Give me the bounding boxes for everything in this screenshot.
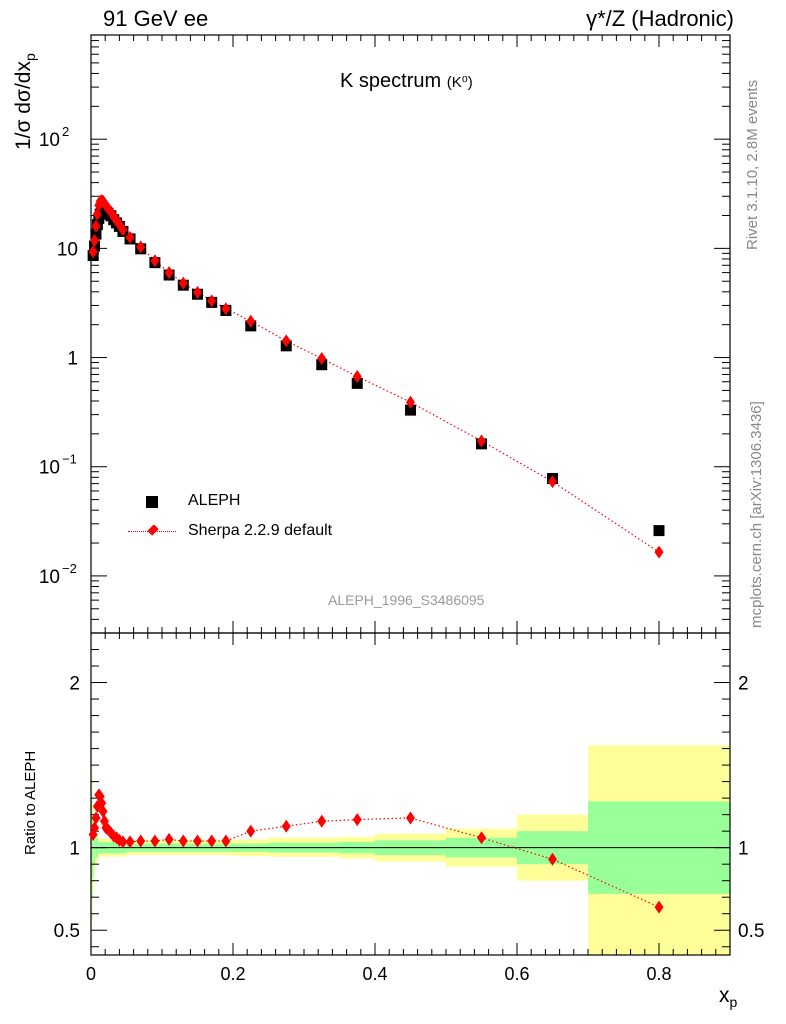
sherpa-point bbox=[406, 395, 415, 409]
ratio-sherpa-point bbox=[477, 831, 486, 845]
ratio-sherpa-point bbox=[281, 819, 291, 833]
ratio-sherpa-point bbox=[406, 811, 415, 825]
ratio-sherpa-point bbox=[178, 834, 188, 848]
plot-title: K spectrum (K⁰) bbox=[340, 70, 473, 93]
y-tick-label: 10 bbox=[39, 567, 60, 588]
ratio-panel: 0 0.2 0.4 0.6 0.8 0.5 0.5 1 1 2 2 bbox=[54, 632, 764, 984]
y-tick-label: 2 bbox=[69, 674, 80, 695]
top-panel-frame bbox=[90, 34, 731, 634]
sherpa-point bbox=[207, 294, 217, 308]
ratio-sherpa-point bbox=[654, 900, 664, 914]
y-tick-label-right: 1 bbox=[738, 839, 749, 860]
sherpa-point bbox=[193, 285, 202, 299]
ratio-sherpa-point bbox=[207, 834, 217, 848]
y-tick-label-right: 2 bbox=[738, 674, 749, 695]
ratio-panel-frame bbox=[90, 632, 731, 956]
legend-sherpa-label: Sherpa 2.2.9 default bbox=[188, 522, 333, 539]
xlabel-sub: p bbox=[729, 994, 738, 1011]
sherpa-point bbox=[118, 223, 128, 237]
y-tick-label-exponent: −1 bbox=[62, 452, 77, 467]
x-tick-label: 0.2 bbox=[220, 964, 245, 984]
sherpa-point bbox=[317, 352, 327, 366]
mcplots-side-label: mcplots.cern.ch [arXiv:1306.3436] bbox=[748, 401, 765, 628]
ratio-sherpa-point bbox=[91, 811, 101, 825]
ratio-sherpa-point bbox=[221, 834, 231, 848]
ratio-sherpa-point bbox=[118, 835, 128, 849]
analysis-watermark: ALEPH_1996_S3486095 bbox=[328, 592, 485, 608]
x-tick-label: 0.6 bbox=[504, 964, 529, 984]
sherpa-point bbox=[88, 245, 98, 259]
sherpa-point bbox=[125, 230, 135, 244]
y-tick-label-right: 0.5 bbox=[738, 921, 764, 942]
xlabel: xp bbox=[719, 984, 737, 1010]
sherpa-point bbox=[91, 219, 101, 233]
sherpa-point bbox=[92, 207, 102, 221]
sherpa-point bbox=[281, 334, 291, 348]
ratio-ylabel: Ratio to ALEPH bbox=[22, 750, 39, 855]
ratio-sherpa-point bbox=[317, 814, 327, 828]
sherpa-point bbox=[136, 240, 146, 254]
ratio-sherpa-point bbox=[90, 821, 100, 835]
sherpa-point bbox=[246, 314, 256, 328]
xlabel-main: x bbox=[719, 984, 730, 1007]
ratio-sherpa-point bbox=[98, 804, 108, 818]
rivet-side-label: Rivet 3.1.10, 2.8M events bbox=[744, 79, 761, 250]
y-tick-label: 1 bbox=[67, 349, 78, 370]
sherpa-point bbox=[477, 434, 486, 448]
y-tick-label: 10 bbox=[39, 458, 60, 479]
x-tick-label: 0.8 bbox=[646, 964, 671, 984]
y-tick-label: 10 bbox=[39, 130, 60, 151]
top-ylabel: 1/σ dσ/dxp bbox=[12, 53, 38, 150]
aleph-point bbox=[351, 377, 363, 389]
top-ylabel-sub: p bbox=[22, 53, 39, 62]
sherpa-point bbox=[352, 370, 362, 384]
y-tick-label: 10 bbox=[57, 239, 78, 260]
sherpa-point bbox=[150, 254, 160, 268]
ratio-sherpa-point bbox=[150, 834, 160, 848]
plot-title-sub: (K⁰) bbox=[446, 74, 473, 91]
aleph-point bbox=[653, 525, 665, 537]
x-tick-label: 0 bbox=[86, 964, 96, 984]
sherpa-point bbox=[164, 266, 174, 280]
header-left-label: 91 GeV ee bbox=[103, 6, 209, 31]
y-tick-label: 1 bbox=[69, 839, 80, 860]
ratio-sherpa-point bbox=[125, 835, 135, 849]
y-tick-label-exponent: 2 bbox=[62, 124, 69, 139]
aleph-point bbox=[90, 228, 102, 240]
sherpa-point bbox=[654, 545, 664, 559]
ratio-sherpa-point bbox=[246, 824, 256, 838]
legend-aleph-label: ALEPH bbox=[188, 492, 241, 509]
y-tick-label: 0.5 bbox=[54, 921, 80, 942]
sherpa-point bbox=[548, 475, 557, 489]
sherpa-line bbox=[92, 199, 660, 553]
plot-title-main: K spectrum bbox=[340, 70, 442, 92]
header-right-label: γ*/Z (Hadronic) bbox=[586, 6, 734, 31]
ratio-sherpa-point bbox=[548, 852, 557, 866]
sherpa-point bbox=[90, 234, 100, 248]
ratio-sherpa-point bbox=[352, 813, 362, 827]
ratio-sherpa-point bbox=[136, 834, 146, 848]
y-tick-label-exponent: −2 bbox=[62, 561, 77, 576]
x-tick-label: 0.4 bbox=[362, 964, 387, 984]
aleph-point bbox=[405, 404, 416, 416]
sherpa-point bbox=[221, 302, 231, 316]
sherpa-point bbox=[178, 276, 188, 290]
ratio-sherpa-point bbox=[164, 832, 174, 846]
top-ylabel-main: 1/σ dσ/dx bbox=[12, 61, 35, 150]
ratio-sherpa-point bbox=[193, 834, 202, 848]
legend-aleph-marker bbox=[146, 496, 158, 508]
